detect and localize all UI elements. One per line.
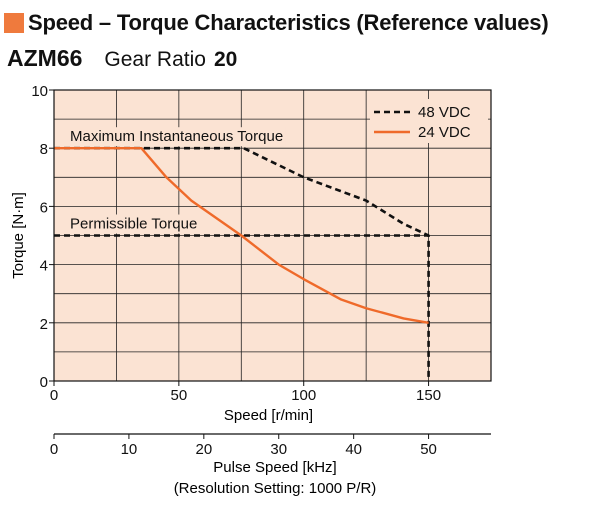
plot-frame bbox=[53, 89, 492, 382]
y-tick-label: 4 bbox=[40, 258, 48, 275]
series-group bbox=[54, 146, 430, 381]
y-tick-label: 10 bbox=[31, 83, 48, 100]
legend: 48 VDC 24 VDC bbox=[370, 99, 488, 143]
legend-24vdc-label: 24 VDC bbox=[418, 124, 471, 141]
y-tick-label: 6 bbox=[40, 199, 48, 216]
gear-ratio-label: Gear Ratio bbox=[104, 48, 206, 71]
legend-box bbox=[370, 99, 488, 143]
annotation-label: Permissible Torque bbox=[70, 216, 197, 233]
pulse-speed-axis: 0 10 20 30 40 50 bbox=[50, 433, 491, 458]
legend-48vdc-label: 48 VDC bbox=[418, 104, 471, 121]
x-axis-label: Speed [r/min] bbox=[224, 407, 313, 424]
model-name: AZM66 bbox=[7, 45, 83, 71]
x-tick-label: 150 bbox=[416, 387, 441, 404]
chart-subheader: AZM66 Gear Ratio 20 bbox=[7, 45, 237, 75]
y-tick-label: 8 bbox=[40, 141, 48, 158]
pulse-tick-label: 10 bbox=[121, 441, 138, 458]
pulse-tick-label: 40 bbox=[345, 441, 362, 458]
title-bullet-square bbox=[4, 13, 24, 33]
y-tick-label: 0 bbox=[40, 374, 48, 391]
annotations: Maximum Instantaneous Torque Permissible … bbox=[68, 127, 286, 234]
pulse-speed-label: Pulse Speed [kHz] bbox=[213, 459, 336, 476]
pulse-tick-label: 30 bbox=[270, 441, 287, 458]
y-tick-label: 2 bbox=[40, 316, 48, 333]
pulse-tick-label: 20 bbox=[195, 441, 212, 458]
chart-title: Speed – Torque Characteristics (Referenc… bbox=[28, 10, 549, 35]
y-axis-label: Torque [N·m] bbox=[10, 192, 27, 279]
annotation-background bbox=[68, 127, 286, 147]
pulse-tick-label: 0 bbox=[50, 441, 58, 458]
chart-header: Speed – Torque Characteristics (Referenc… bbox=[4, 8, 549, 38]
series-24vdc-line bbox=[54, 146, 429, 324]
x-tick-label: 100 bbox=[291, 387, 316, 404]
axis-ticks: 0 50 100 150 0 2 4 6 8 10 bbox=[31, 83, 441, 404]
gear-ratio-value: 20 bbox=[213, 48, 238, 71]
x-tick-label: 0 bbox=[50, 387, 58, 404]
resolution-note: (Resolution Setting: 1000 P/R) bbox=[174, 480, 377, 497]
annotation-background bbox=[68, 214, 200, 234]
pulse-tick-label: 50 bbox=[420, 441, 437, 458]
x-tick-label: 50 bbox=[171, 387, 188, 404]
series-48vdc-line bbox=[54, 146, 430, 381]
annotation-label: Maximum Instantaneous Torque bbox=[70, 128, 283, 145]
